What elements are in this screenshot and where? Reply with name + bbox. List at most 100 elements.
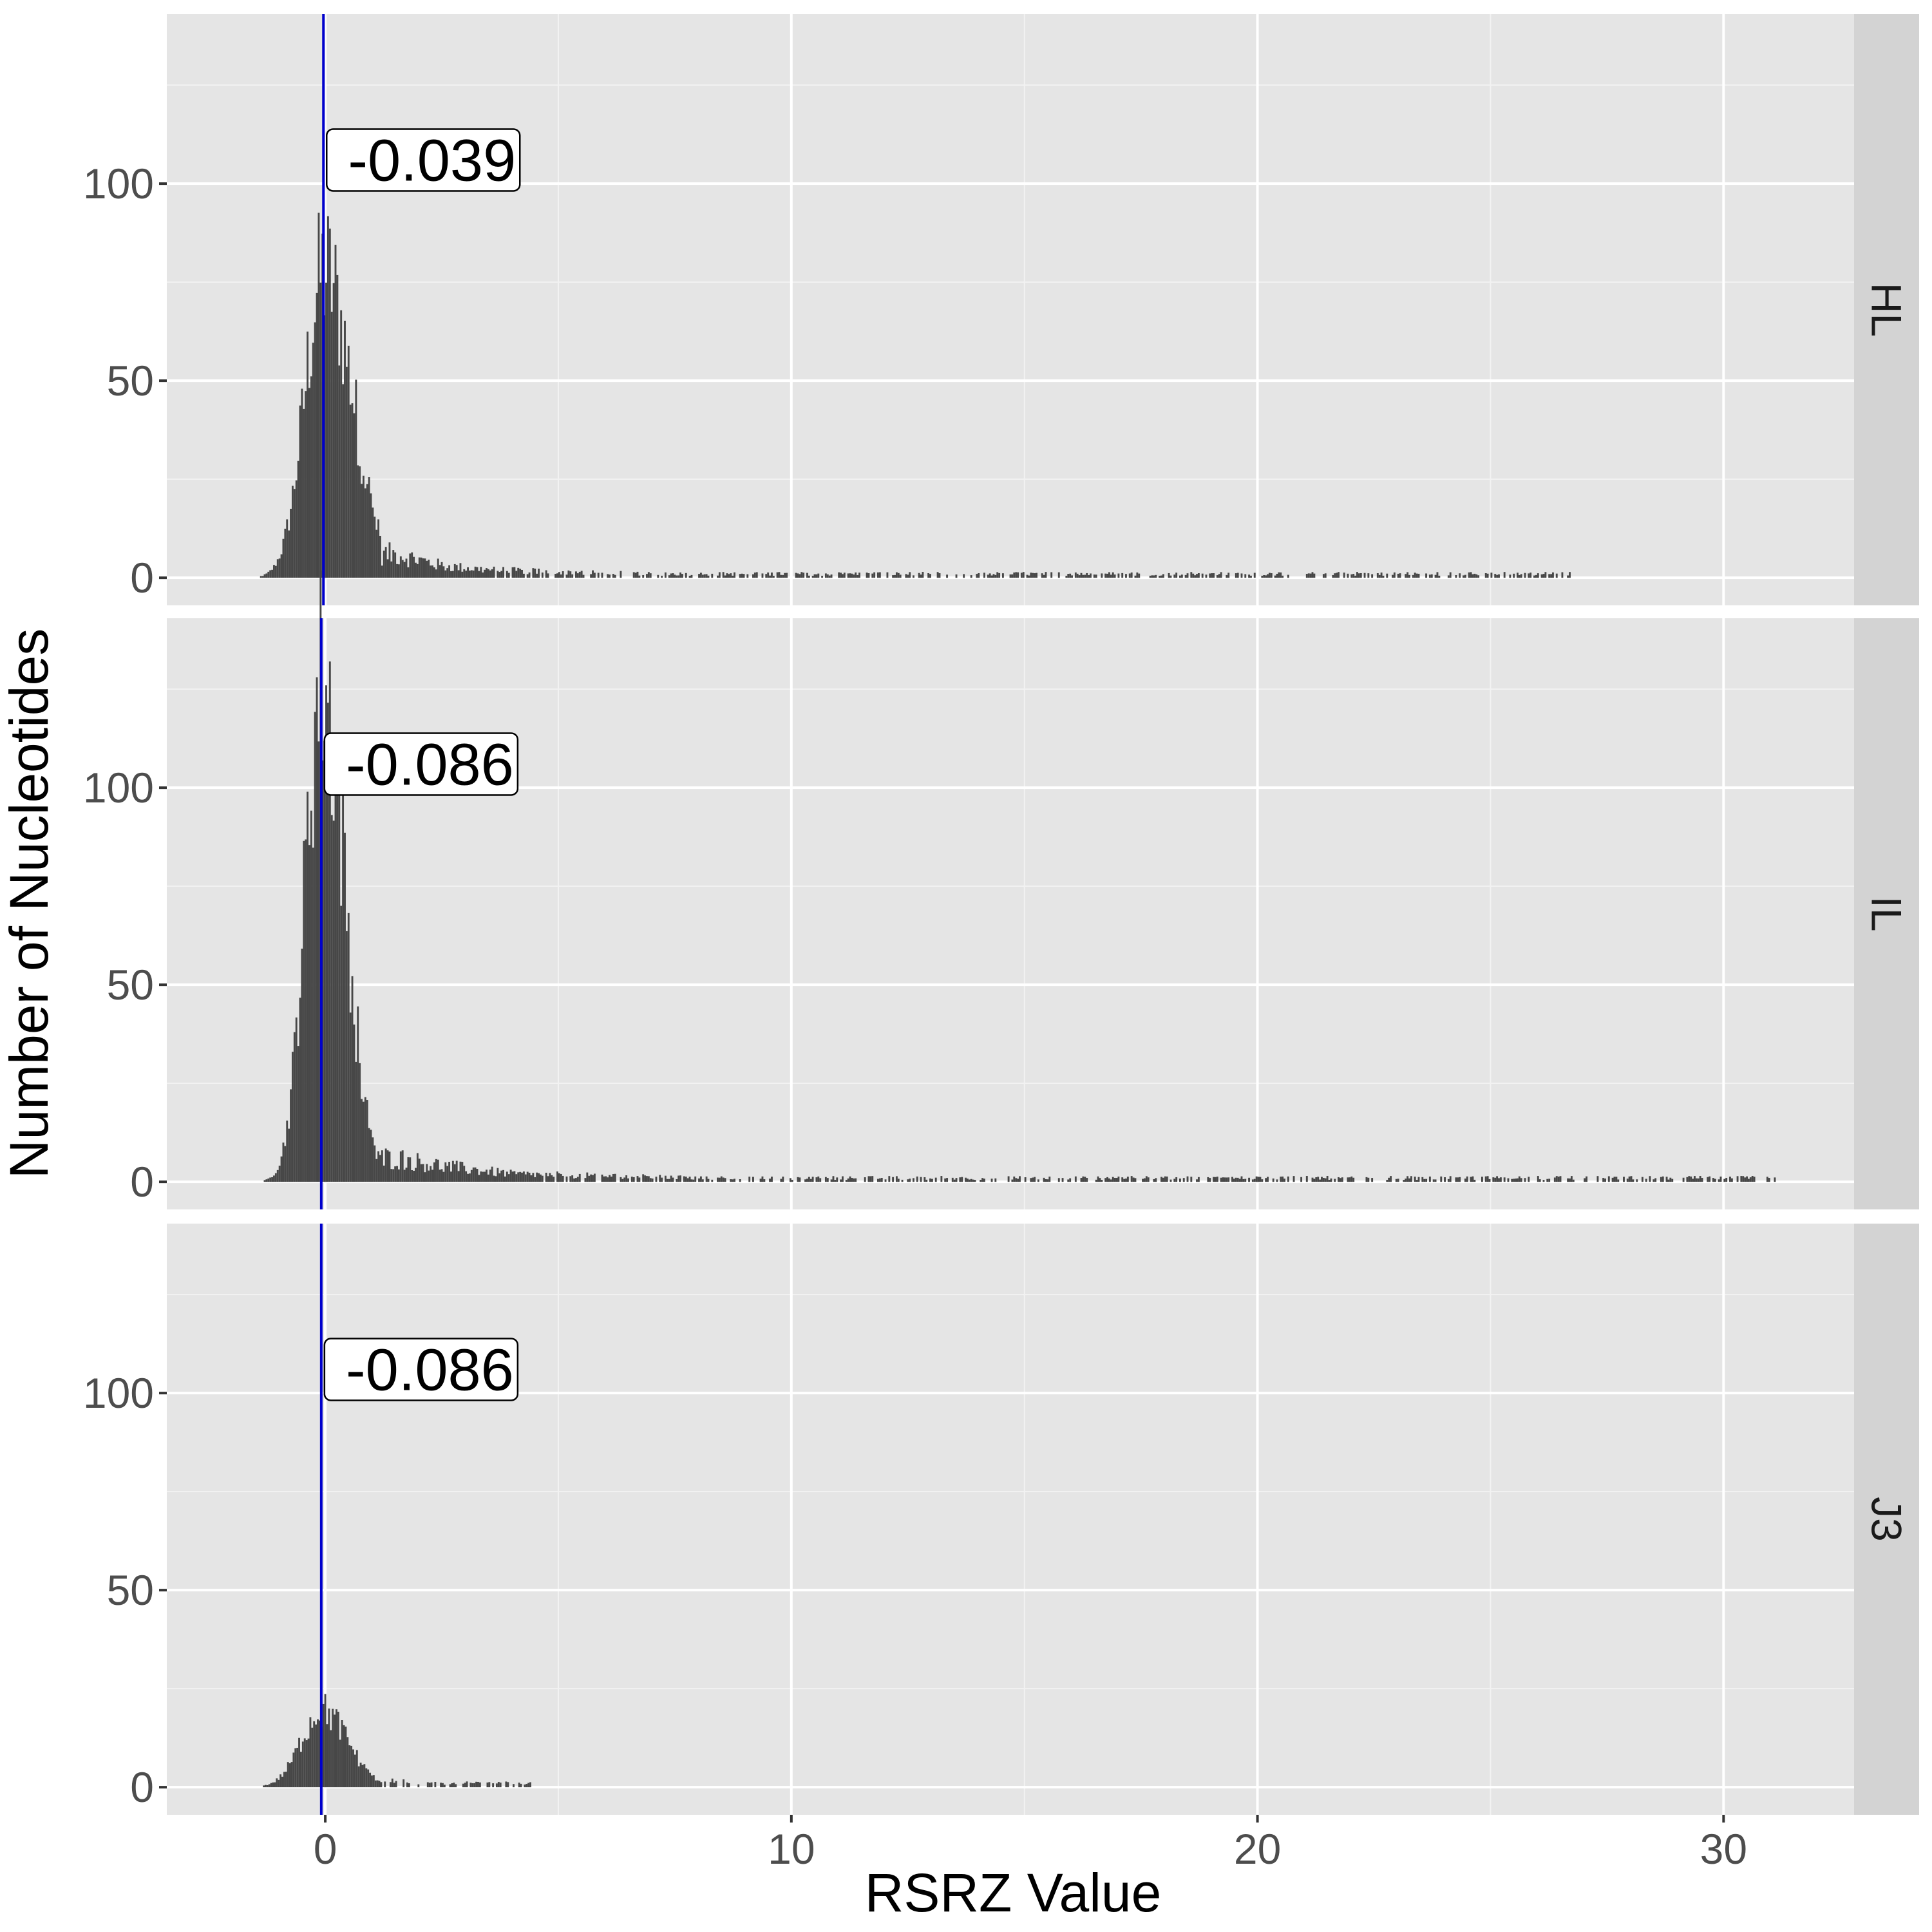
histogram-bar bbox=[1382, 575, 1385, 578]
histogram-bar bbox=[547, 1176, 549, 1182]
histogram-bar bbox=[1268, 573, 1271, 578]
x-tick-label: 30 bbox=[1700, 1825, 1747, 1873]
histogram-bar bbox=[1414, 1177, 1416, 1182]
histogram-bar bbox=[1632, 1179, 1634, 1182]
histogram-bar bbox=[840, 573, 842, 578]
histogram-bar bbox=[1449, 572, 1452, 578]
histogram-bar bbox=[611, 1177, 612, 1182]
histogram-bar bbox=[828, 575, 831, 578]
histogram-bar bbox=[472, 570, 475, 578]
histogram-bar bbox=[440, 562, 443, 578]
histogram-bar bbox=[815, 574, 818, 578]
histogram-bar bbox=[842, 574, 844, 578]
histogram-bar bbox=[424, 558, 426, 578]
histogram-bar bbox=[1359, 573, 1362, 578]
histogram-bar bbox=[707, 575, 710, 578]
histogram-bar bbox=[378, 1781, 381, 1788]
histogram-bar bbox=[274, 565, 277, 578]
histogram-bar bbox=[495, 1783, 498, 1788]
histogram-bar bbox=[347, 913, 350, 1182]
histogram-bar bbox=[274, 1782, 276, 1788]
histogram-bar bbox=[612, 1173, 614, 1182]
histogram-bar bbox=[571, 1175, 574, 1182]
histogram-bar bbox=[1378, 574, 1381, 578]
histogram-bar bbox=[442, 1783, 444, 1788]
histogram-bar bbox=[1459, 573, 1461, 578]
histogram-bar bbox=[1339, 1178, 1341, 1182]
histogram-bar bbox=[327, 216, 329, 578]
histogram-bar bbox=[895, 1176, 898, 1182]
histogram-bar bbox=[931, 1179, 933, 1182]
histogram-bar bbox=[1740, 1176, 1743, 1182]
histogram-bar bbox=[1352, 1177, 1355, 1182]
histogram-bar bbox=[1470, 572, 1472, 578]
histogram-bar bbox=[383, 550, 385, 578]
y-tick-label: 50 bbox=[107, 1566, 154, 1614]
histogram-bar bbox=[1112, 572, 1114, 578]
histogram-bar bbox=[475, 1781, 478, 1788]
histogram-bar bbox=[592, 570, 594, 578]
histogram-bar bbox=[556, 1171, 558, 1182]
histogram-bar bbox=[379, 536, 381, 578]
histogram-bar bbox=[461, 571, 464, 578]
histogram-bar bbox=[1630, 1176, 1633, 1182]
histogram-bar bbox=[782, 574, 784, 578]
histogram-bar bbox=[372, 507, 374, 578]
histogram-bar bbox=[364, 488, 366, 578]
histogram-bar bbox=[323, 741, 326, 1182]
histogram-bar bbox=[651, 1179, 654, 1182]
histogram-bar bbox=[607, 1177, 609, 1182]
histogram-bar bbox=[1197, 1177, 1200, 1182]
histogram-bar bbox=[1617, 1179, 1620, 1182]
histogram-bar bbox=[699, 1176, 702, 1182]
histogram-bar bbox=[1626, 1179, 1629, 1182]
histogram-bar bbox=[1414, 573, 1416, 578]
histogram-bar bbox=[1699, 1176, 1701, 1182]
histogram-bar bbox=[821, 576, 824, 578]
histogram-bar bbox=[1730, 1178, 1733, 1182]
histogram-bar bbox=[500, 1170, 503, 1182]
histogram-bar bbox=[339, 1739, 341, 1788]
histogram-bar bbox=[1138, 573, 1141, 578]
histogram-bar bbox=[866, 573, 868, 578]
histogram-bar bbox=[1233, 1179, 1235, 1182]
histogram-bar bbox=[1244, 574, 1247, 578]
histogram-bar bbox=[342, 784, 345, 1182]
histogram-bar bbox=[513, 1171, 516, 1182]
histogram-bar bbox=[802, 573, 805, 578]
histogram-bar bbox=[396, 564, 398, 578]
histogram-bar bbox=[558, 1173, 560, 1182]
histogram-bar bbox=[1496, 574, 1499, 578]
histogram-bar bbox=[1628, 1176, 1631, 1182]
histogram-bar bbox=[529, 1782, 531, 1788]
histogram-bar bbox=[524, 1174, 527, 1182]
histogram-bar bbox=[1481, 1177, 1483, 1182]
histogram-bar bbox=[1235, 573, 1237, 578]
histogram-bar bbox=[1572, 1179, 1575, 1182]
histogram-bar bbox=[1408, 574, 1410, 578]
histogram-bar bbox=[459, 563, 462, 578]
histogram-bar bbox=[1747, 1179, 1750, 1182]
histogram-bar bbox=[470, 570, 473, 578]
histogram-bar bbox=[913, 1178, 914, 1182]
histogram-bar bbox=[442, 1171, 445, 1182]
histogram-bar bbox=[647, 572, 650, 578]
histogram-bar bbox=[1470, 1177, 1472, 1182]
histogram-bar bbox=[668, 1179, 670, 1182]
histogram-bar bbox=[402, 1779, 405, 1788]
histogram-bar bbox=[1464, 574, 1466, 578]
histogram-bar bbox=[1321, 1177, 1323, 1182]
histogram-bar bbox=[499, 1782, 502, 1788]
histogram-bar bbox=[770, 573, 773, 578]
histogram-bar bbox=[294, 1748, 297, 1788]
histogram-bar bbox=[1201, 573, 1204, 578]
histogram-bar bbox=[274, 1173, 277, 1182]
histogram-bar bbox=[851, 1178, 853, 1182]
histogram-bar bbox=[325, 282, 327, 578]
histogram-bar bbox=[315, 1724, 317, 1788]
histogram-bar bbox=[811, 576, 814, 578]
y-tick-label: 100 bbox=[83, 160, 154, 207]
histogram-bar bbox=[634, 573, 637, 578]
histogram-bar bbox=[338, 775, 341, 1182]
histogram-bar bbox=[1490, 573, 1493, 578]
